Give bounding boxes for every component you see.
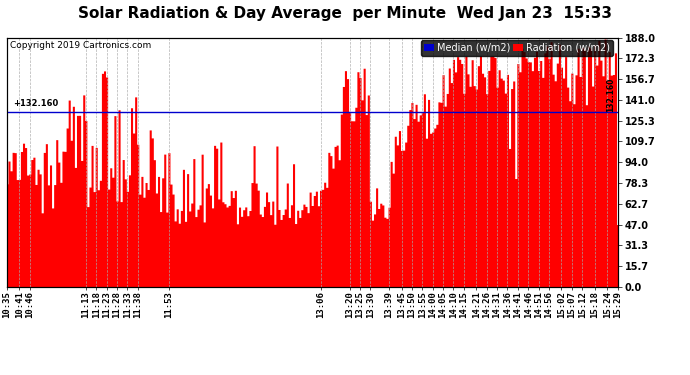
Text: 132.160: 132.160 bbox=[607, 77, 615, 112]
Text: Copyright 2019 Cartronics.com: Copyright 2019 Cartronics.com bbox=[10, 41, 151, 50]
Legend: Median (w/m2), Radiation (w/m2): Median (w/m2), Radiation (w/m2) bbox=[422, 40, 613, 56]
Text: Solar Radiation & Day Average  per Minute  Wed Jan 23  15:33: Solar Radiation & Day Average per Minute… bbox=[78, 6, 612, 21]
Text: +132.160: +132.160 bbox=[13, 99, 59, 108]
